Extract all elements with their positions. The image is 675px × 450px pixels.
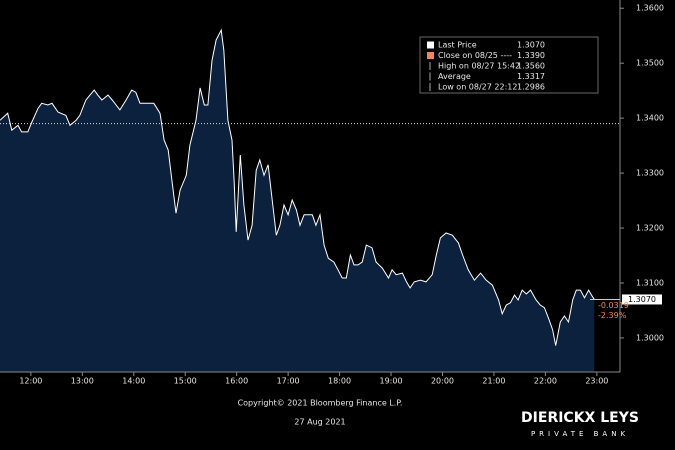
x-tick-label: 21:00	[482, 377, 505, 386]
y-tick-label: 1.3600	[636, 4, 664, 13]
legend-label: Average	[438, 72, 471, 81]
y-tick-label: 1.3400	[636, 114, 664, 123]
x-tick-label: 12:00	[19, 377, 42, 386]
y-tick-label: 1.3200	[636, 224, 664, 233]
legend-value: 1.3390	[517, 51, 545, 60]
y-tick-label: 1.3300	[636, 169, 664, 178]
legend-label: Close on 08/25 ----	[438, 51, 512, 60]
last-price-box	[622, 294, 662, 305]
x-tick-label: 18:00	[328, 377, 351, 386]
x-tick-label: 15:00	[174, 377, 197, 386]
area	[0, 30, 595, 372]
price-line	[0, 28, 595, 346]
legend-value: 1.3317	[517, 72, 545, 81]
x-tick-label: 20:00	[431, 377, 454, 386]
x-tick-label: 22:00	[534, 377, 557, 386]
legend-label: High on 08/27 15:42	[438, 62, 520, 71]
y-tick-label: 1.3500	[636, 59, 664, 68]
x-tick-label: 19:00	[380, 377, 403, 386]
brand: DIERICKX LEYS	[521, 410, 639, 426]
x-tick-label: 13:00	[71, 377, 94, 386]
legend-value: 1.2986	[517, 83, 545, 92]
legend-value: 1.3070	[517, 41, 545, 50]
legend-label: Last Price	[438, 41, 477, 50]
x-tick-label: 23:00	[585, 377, 608, 386]
legend-swatch	[427, 52, 434, 59]
legend-value: 1.3560	[517, 62, 545, 71]
legend-box	[419, 36, 599, 94]
legend-swatch	[427, 41, 434, 49]
change: -0.0319	[598, 301, 629, 310]
legend-label: Low on 08/27 22:12	[438, 83, 517, 92]
brand-sub: PRIVATE BANK	[531, 430, 629, 438]
y-tick-label: 1.3000	[636, 333, 664, 342]
x-tick-label: 16:00	[225, 377, 248, 386]
change-pct: -2.39%	[598, 311, 627, 320]
date: 27 Aug 2021	[294, 418, 345, 427]
copyright: Copyright© 2021 Bloomberg Finance L.P.	[238, 399, 403, 408]
last-price-label: 1.3070	[628, 295, 656, 304]
x-tick-label: 17:00	[277, 377, 300, 386]
x-tick-label: 14:00	[122, 377, 145, 386]
y-tick-label: 1.3100	[636, 278, 664, 287]
